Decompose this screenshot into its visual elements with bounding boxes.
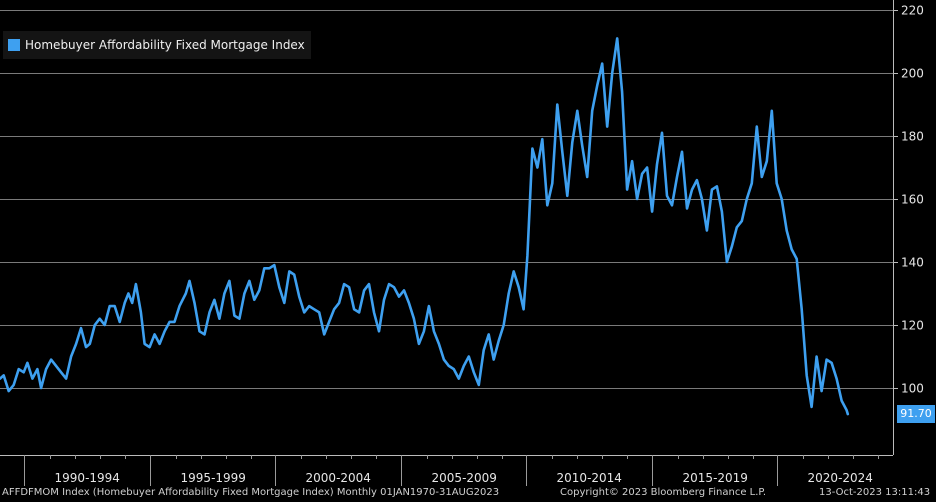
y-tick-label-100: 100 — [901, 382, 924, 396]
x-axis: 1990-1994 1995-1999 2000-2004 2005-2009 2010… — [0, 455, 893, 486]
footer-index-label: AFFDFMOM Index (Homebuyer Affordability … — [2, 487, 500, 498]
grid-lines — [0, 10, 893, 389]
legend-label: Homebuyer Affordability Fixed Mortgage I… — [25, 38, 305, 52]
x-tick-label-5: 2015-2019 — [683, 471, 748, 485]
series-layer — [0, 37, 850, 416]
x-tick-label-1: 1995-1999 — [181, 471, 246, 485]
y-tick-label-200: 200 — [901, 67, 924, 81]
x-tick-label-2: 2000-2004 — [306, 471, 371, 485]
y-axis: 100 120 140 160 180 200 220 — [893, 0, 924, 455]
y-tick-label-140: 140 — [901, 256, 924, 270]
last-value-badge: 91.70 — [897, 405, 935, 423]
footer-copyright: Copyright© 2023 Bloomberg Finance L.P. — [560, 487, 767, 498]
y-tick-label-220: 220 — [901, 4, 924, 18]
series-line-affordability-index — [0, 37, 850, 416]
footer-timestamp: 13-Oct-2023 13:11:43 — [819, 487, 931, 498]
y-tick-label-180: 180 — [901, 130, 924, 144]
legend: Homebuyer Affordability Fixed Mortgage I… — [3, 31, 311, 59]
x-tick-label-4: 2010-2014 — [557, 471, 622, 485]
y-tick-label-120: 120 — [901, 319, 924, 333]
x-tick-label-3: 2005-2009 — [432, 471, 497, 485]
x-tick-label-0: 1990-1994 — [55, 471, 120, 485]
legend-swatch — [8, 39, 20, 51]
y-tick-label-160: 160 — [901, 193, 924, 207]
x-tick-label-6: 2020-2024 — [808, 471, 873, 485]
footer-bar: AFFDFMOM Index (Homebuyer Affordability … — [0, 486, 936, 502]
